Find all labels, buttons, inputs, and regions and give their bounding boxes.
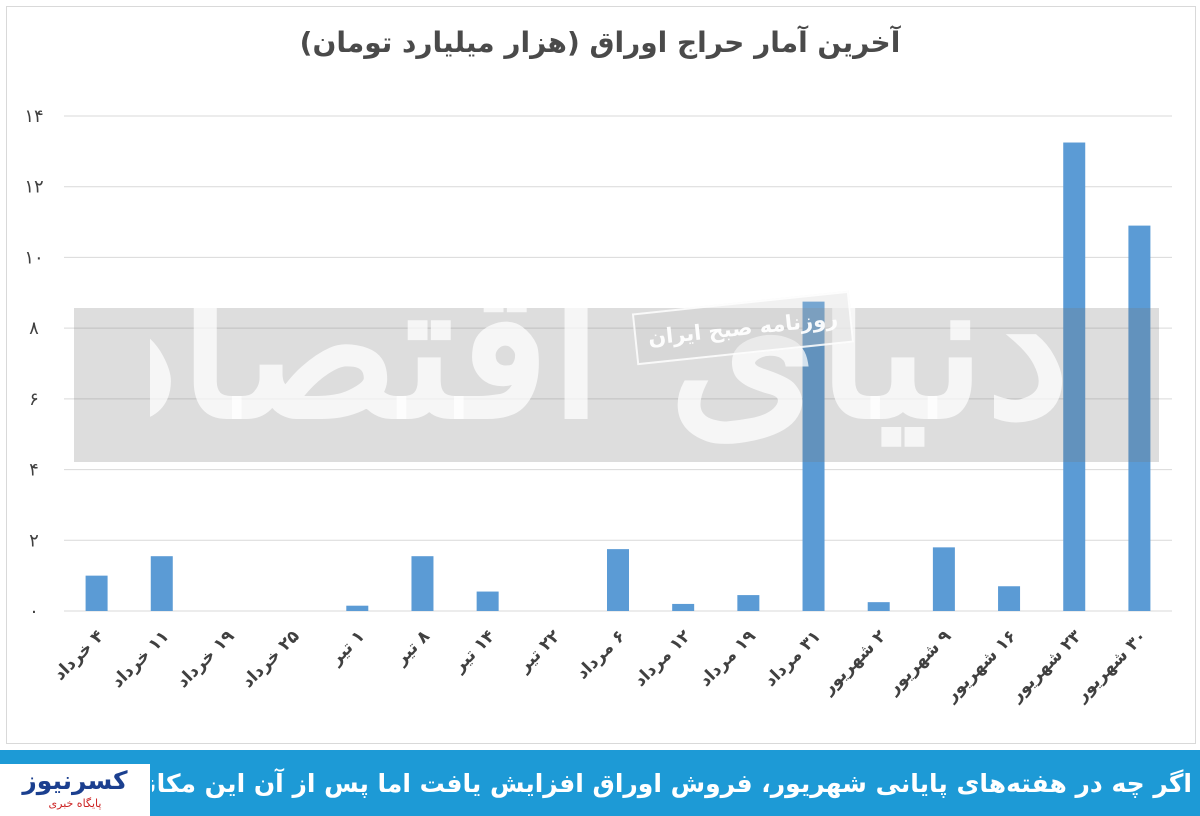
y-axis-ticks: ۰ ۲ ۴ ۶ ۸ ۱۰ ۱۲ ۱۴ [24,106,43,622]
x-tick-label: ۱۴ تیر [449,626,500,677]
chart-frame [6,6,1196,744]
x-tick-label: ۸ تیر [391,626,435,670]
chart-title: آخرین آمار حراج اوراق (هزار میلیارد توما… [299,26,901,59]
x-tick-label: ۱۲ مرداد [630,626,695,691]
bar [1128,225,1151,611]
bar [346,605,369,611]
x-tick-label: ۱ تیر [326,626,369,669]
bar [1063,142,1086,611]
bar [150,556,173,611]
bar [802,301,825,611]
x-tick-label: ۲ شهریور [818,626,891,699]
y-tick-label: ۱۴ [24,106,43,127]
bar [607,549,629,611]
gridlines [64,115,1172,612]
site-logo-name: کسرنیوز [22,766,128,795]
x-tick-label: ۳۱ مرداد [761,626,825,690]
bar [737,595,760,611]
bar [476,591,499,611]
y-tick-label: ۱۰ [24,247,43,268]
watermark-logo: دنیای اقتصاد [150,238,1070,461]
x-tick-label: ۴ خرداد [50,626,108,684]
caption-banner: اگر چه در هفته‌های پایانی شهریور، فروش ا… [0,750,1200,816]
x-tick-label: ۲۵ خرداد [238,626,304,692]
site-logo[interactable]: کسرنیوز پایگاه خبری [0,764,150,816]
x-tick-label: ۱۱ خرداد [108,626,174,692]
x-tick-label: ۲۲ تیر [514,626,565,677]
x-tick-label: ۶ مرداد [572,626,629,683]
caption-text: اگر چه در هفته‌های پایانی شهریور، فروش ا… [152,769,1192,798]
bar [672,603,695,611]
bar [998,586,1021,611]
bar [932,547,955,611]
y-tick-label: ۴ [29,460,39,481]
bar [85,575,108,611]
site-logo-tagline: پایگاه خبری [48,797,102,810]
bar [867,602,890,611]
bar [411,556,434,611]
y-tick-label: ۰ [29,601,39,622]
x-tick-label: ۱۹ مرداد [695,626,760,691]
x-tick-label: ۱۹ خرداد [173,626,239,692]
watermark-band [74,308,1159,462]
bars [85,142,1151,611]
y-tick-label: ۸ [29,318,39,339]
y-tick-label: ۱۲ [24,177,43,198]
y-tick-label: ۶ [29,389,39,410]
y-tick-label: ۲ [29,530,39,551]
